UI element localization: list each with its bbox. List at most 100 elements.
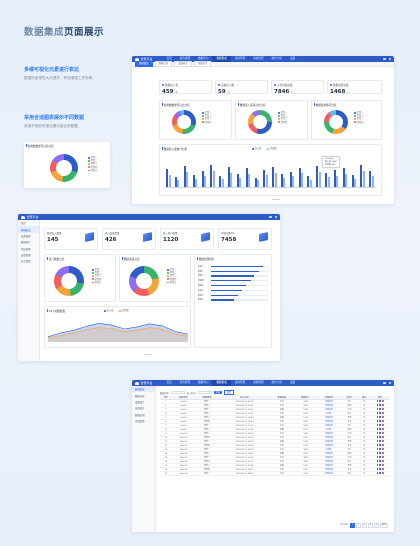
tab[interactable]: 数据总览 [154, 61, 173, 67]
delete-icon[interactable] [381, 420, 384, 422]
nav-item[interactable]: 首页 [166, 57, 172, 60]
nav-item[interactable]: 综合管理 [179, 381, 191, 384]
edit-icon[interactable] [376, 472, 379, 474]
edit-icon[interactable] [376, 428, 379, 430]
bell-icon[interactable] [383, 57, 386, 61]
page-button[interactable]: 1 [349, 523, 355, 528]
delete-icon[interactable] [381, 428, 384, 430]
view-icon[interactable] [379, 432, 381, 434]
nav-item[interactable]: 综合管理 [179, 57, 191, 60]
search-button[interactable]: 查询 [213, 391, 222, 394]
nav-item[interactable]: 应用管理 [234, 57, 246, 60]
edit-icon[interactable] [376, 440, 379, 442]
edit-icon[interactable] [376, 464, 379, 466]
edit-icon[interactable] [376, 452, 379, 454]
edit-icon[interactable] [376, 448, 379, 450]
nav-item[interactable]: 系统管理 [253, 381, 264, 384]
nav-item[interactable]: 统计分析 [271, 57, 282, 60]
nav-item[interactable]: 统计分析 [271, 381, 282, 384]
sidebar-item[interactable]: 设备管理 [21, 234, 31, 238]
delete-icon[interactable] [381, 448, 384, 450]
view-icon[interactable] [379, 404, 381, 406]
page-button[interactable]: 跳至 [379, 523, 388, 528]
sidebar-item[interactable]: 系统管理 [21, 247, 31, 251]
tab[interactable]: 运维统计 [193, 61, 212, 67]
nav-item[interactable]: 应用管理 [234, 381, 246, 384]
view-icon[interactable] [379, 420, 381, 422]
view-icon[interactable] [379, 452, 381, 454]
edit-icon[interactable] [376, 460, 379, 462]
delete-icon[interactable] [381, 440, 384, 442]
bell-icon[interactable] [269, 215, 272, 219]
bell-icon[interactable] [383, 381, 386, 385]
delete-icon[interactable] [381, 408, 384, 410]
nav-item[interactable]: 设置 [289, 381, 296, 384]
edit-icon[interactable] [376, 432, 379, 434]
edit-icon[interactable] [376, 436, 379, 438]
sidebar-item[interactable]: 运维统计 [135, 407, 145, 411]
edit-icon[interactable] [376, 416, 379, 418]
avatar[interactable] [388, 381, 391, 385]
delete-icon[interactable] [381, 424, 384, 426]
sidebar-item[interactable]: 数据总览 [135, 394, 145, 398]
reset-button[interactable]: 重置 [223, 390, 235, 395]
view-icon[interactable] [379, 440, 381, 442]
delete-icon[interactable] [381, 456, 384, 458]
edit-icon[interactable] [376, 420, 379, 422]
view-icon[interactable] [379, 400, 381, 402]
edit-icon[interactable] [376, 408, 379, 410]
sidebar-item[interactable]: 日志管理 [21, 260, 31, 264]
delete-icon[interactable] [381, 460, 384, 462]
page-button[interactable]: 2 [355, 523, 361, 528]
delete-icon[interactable] [381, 436, 384, 438]
edit-icon[interactable] [376, 400, 379, 402]
view-icon[interactable] [379, 436, 381, 438]
sidebar-item[interactable]: 运维管理 [21, 254, 31, 258]
view-icon[interactable] [379, 448, 381, 450]
nav-item[interactable]: 首页 [166, 381, 172, 384]
view-icon[interactable] [379, 408, 381, 410]
delete-icon[interactable] [381, 472, 384, 474]
avatar[interactable] [274, 215, 277, 219]
delete-icon[interactable] [381, 444, 384, 446]
tab[interactable]: 设备统计 [174, 61, 192, 67]
sidebar-item[interactable]: 首页 [21, 222, 26, 226]
delete-icon[interactable] [381, 468, 384, 470]
nav-item-active[interactable]: 数据集成 [212, 56, 231, 62]
view-icon[interactable] [379, 464, 381, 466]
view-icon[interactable] [379, 460, 381, 462]
nav-item-active[interactable]: 数据集成 [212, 380, 231, 386]
delete-icon[interactable] [381, 464, 384, 466]
edit-icon[interactable] [376, 468, 379, 470]
view-icon[interactable] [379, 456, 381, 458]
date-input[interactable] [197, 391, 212, 394]
page-button[interactable]: 4 [367, 523, 374, 528]
delete-icon[interactable] [381, 432, 384, 434]
view-icon[interactable] [379, 472, 381, 474]
view-icon[interactable] [379, 412, 381, 414]
view-icon[interactable] [379, 468, 381, 470]
sidebar-item-active[interactable]: 数据集成 [132, 386, 155, 393]
delete-icon[interactable] [381, 404, 384, 406]
avatar[interactable] [388, 57, 391, 61]
nav-item[interactable]: 数据中心 [198, 57, 209, 60]
sidebar-item[interactable]: 设备统计 [135, 400, 145, 404]
sidebar-item[interactable]: 系统配置 [135, 420, 145, 424]
sidebar-item[interactable]: 数据统计 [21, 241, 31, 245]
tab[interactable]: 数据集成 [135, 61, 153, 67]
name-input[interactable] [170, 391, 185, 394]
edit-icon[interactable] [376, 456, 379, 458]
edit-icon[interactable] [376, 404, 379, 406]
delete-icon[interactable] [381, 452, 384, 454]
edit-icon[interactable] [376, 412, 379, 414]
view-icon[interactable] [379, 424, 381, 426]
view-icon[interactable] [379, 428, 381, 430]
edit-icon[interactable] [376, 424, 379, 426]
nav-item[interactable]: 系统管理 [253, 57, 264, 60]
delete-icon[interactable] [381, 400, 384, 402]
nav-item[interactable]: 设置 [289, 57, 296, 60]
sidebar-item[interactable]: 数据查询 [135, 413, 145, 417]
page-button[interactable]: 5 [373, 523, 380, 528]
delete-icon[interactable] [381, 412, 384, 414]
nav-item[interactable]: 数据中心 [198, 381, 209, 384]
